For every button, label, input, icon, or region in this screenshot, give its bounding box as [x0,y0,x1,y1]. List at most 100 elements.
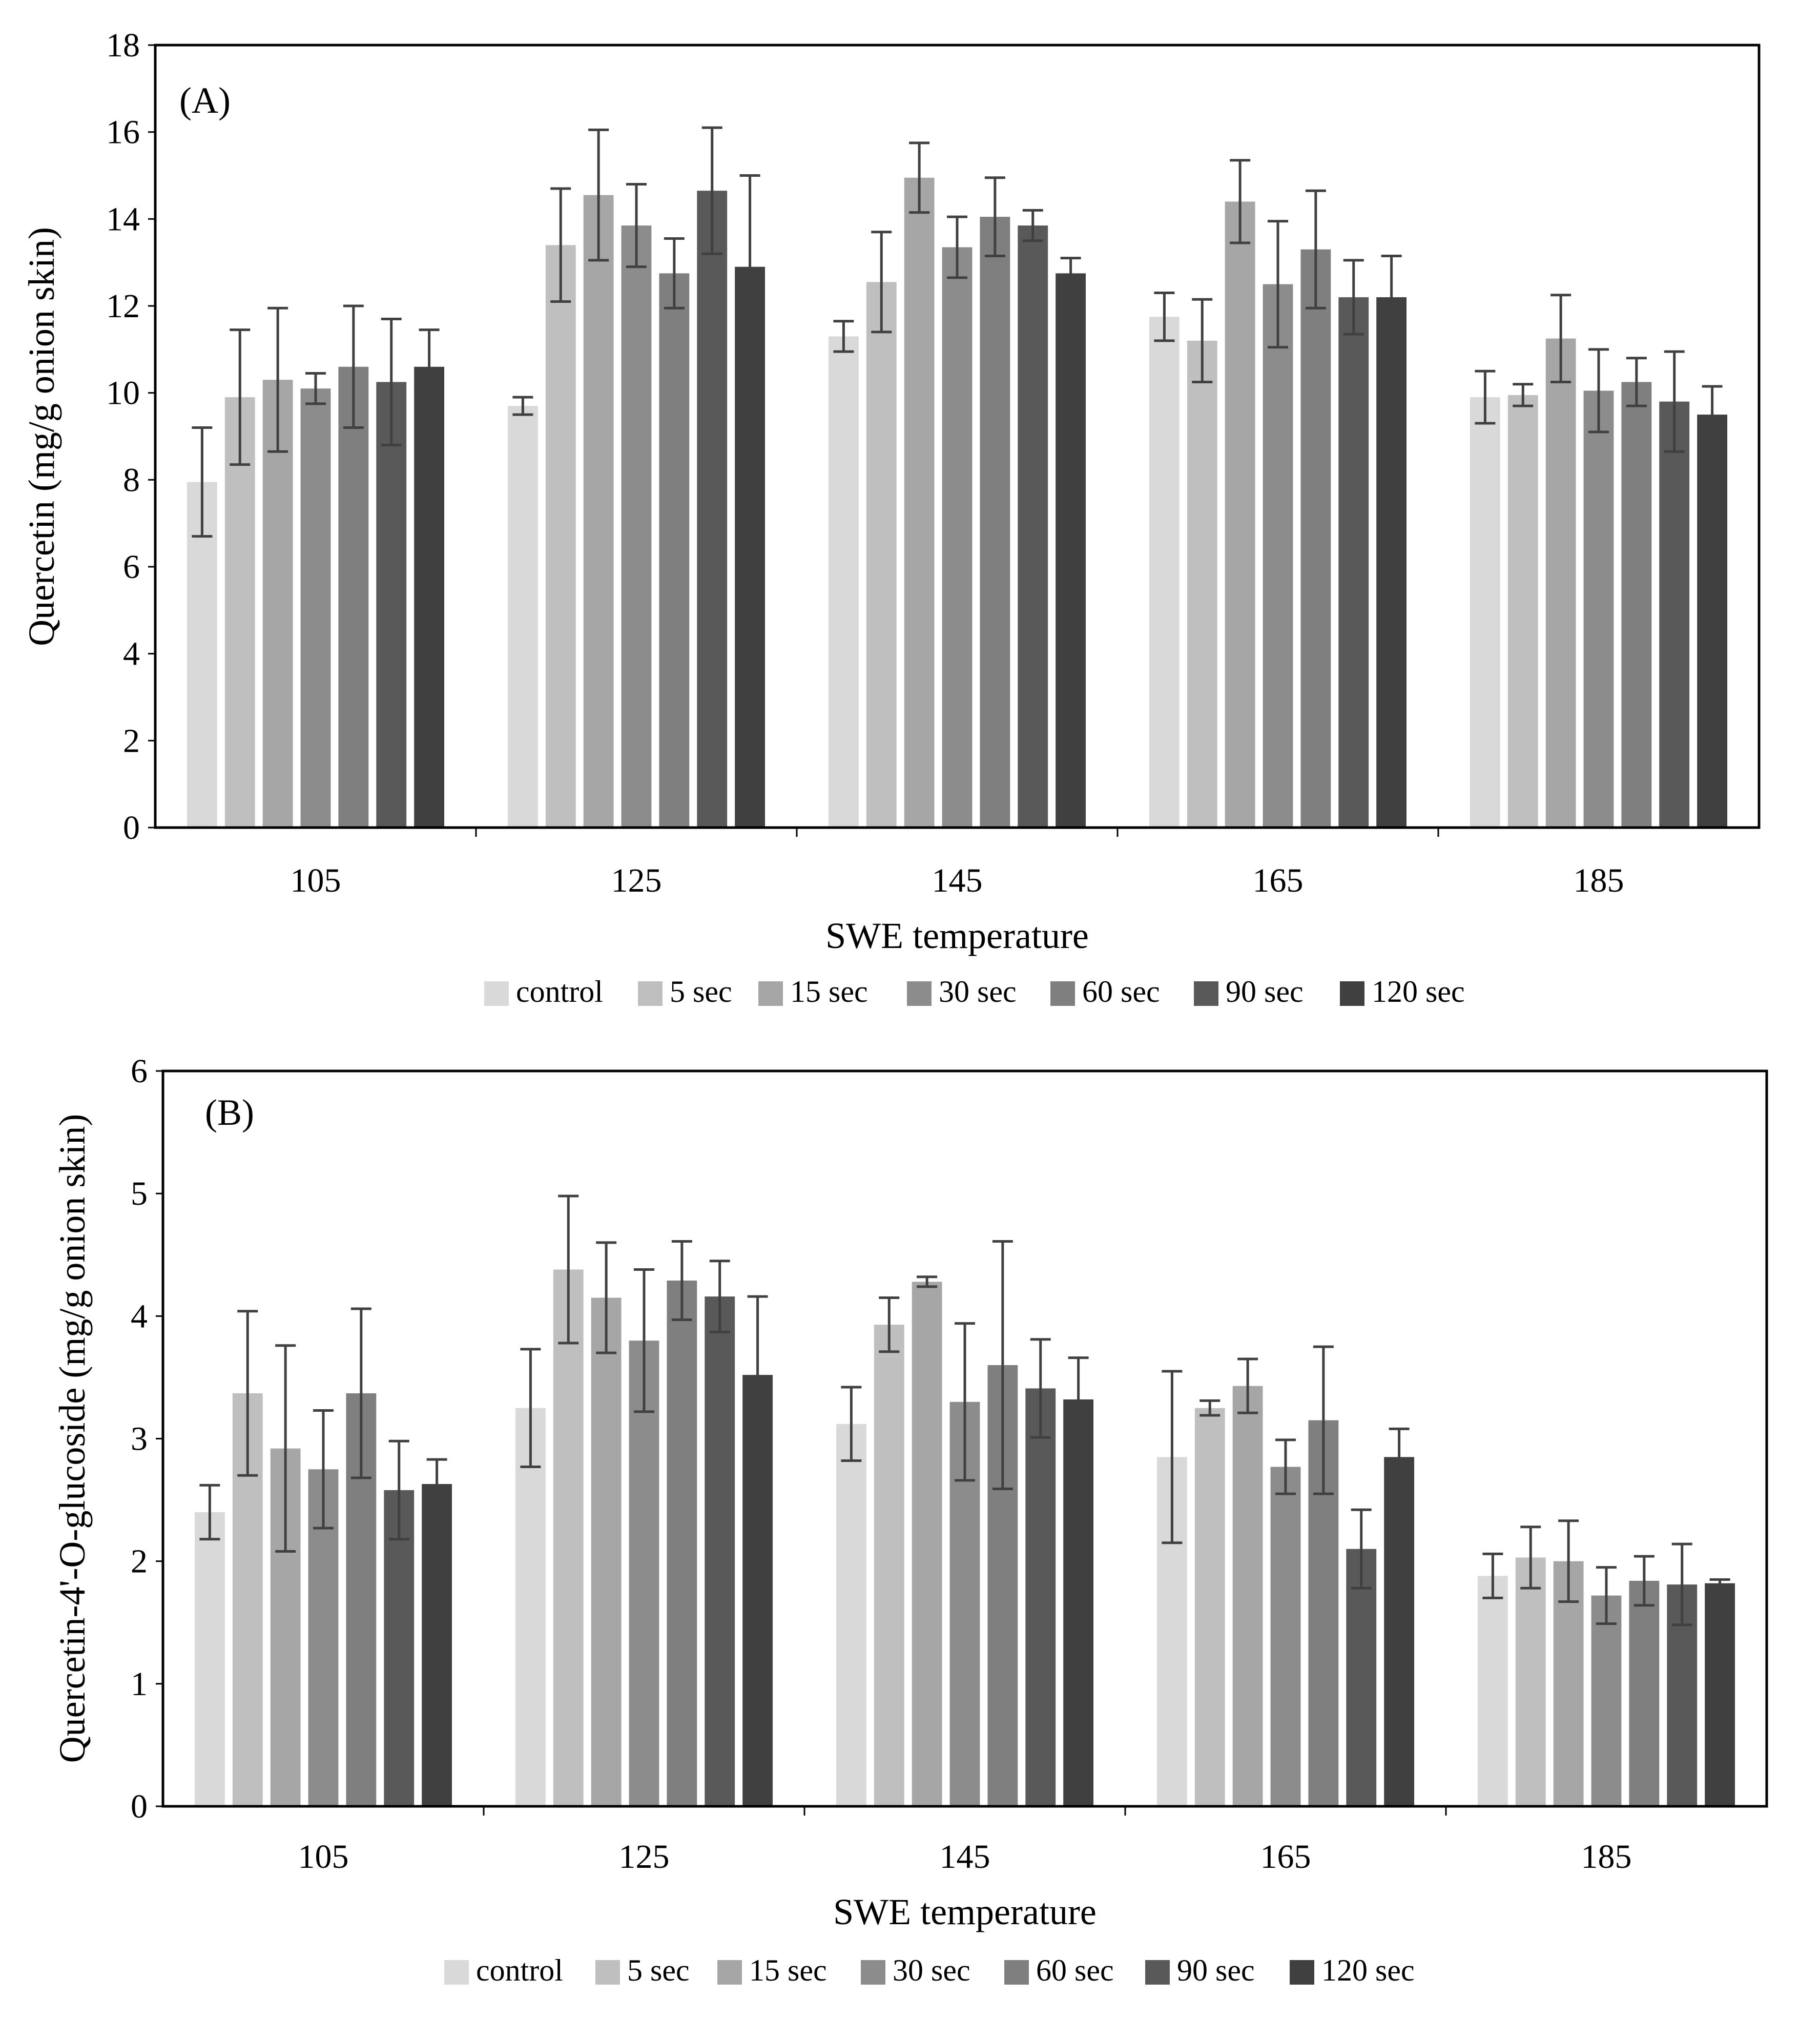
bar-60-sec-125 [659,273,690,828]
bar-120-sec-185 [1697,415,1728,828]
legend-label: 60 sec [1082,975,1160,1008]
bar-120-sec-165 [1384,1457,1415,1806]
bar-90-sec-165 [1338,297,1369,828]
bar-control-105 [194,1512,225,1806]
y-tick-label: 3 [131,1420,148,1458]
y-tick-label: 2 [131,1543,148,1580]
y-tick-label: 4 [131,1297,148,1335]
bar-120-sec-125 [735,266,766,828]
bar-5-sec-165 [1187,340,1217,828]
y-tick-label: 6 [131,1053,148,1090]
legend-swatch-90-sec [1145,1960,1170,1985]
y-tick-label: 0 [123,809,140,847]
legend-label: 5 sec [627,1953,690,1987]
bar-90-sec-185 [1659,401,1690,828]
legend-label: 120 sec [1321,1953,1415,1987]
legend-swatch-90-sec [1194,981,1218,1006]
bar-control-185 [1477,1576,1508,1806]
y-tick-label: 18 [106,27,140,64]
y-tick-label: 8 [123,461,140,499]
y-tick-label: 5 [131,1175,148,1212]
bar-15-sec-125 [583,195,614,828]
legend-swatch-120-sec [1340,981,1364,1006]
legend-swatch-60-sec [1004,1960,1029,1985]
bar-120-sec-165 [1376,297,1407,828]
x-tick-label: 125 [611,862,662,899]
bar-60-sec-105 [338,366,369,828]
y-axis-title: Quercetin (mg/g onion skin) [21,227,62,646]
legend-swatch-15-sec [758,981,783,1006]
bar-90-sec-165 [1346,1549,1377,1806]
x-tick-label: 105 [298,1838,349,1875]
bar-control-185 [1470,397,1500,828]
bar-15-sec-165 [1225,201,1255,828]
y-tick-label: 6 [123,548,140,586]
bar-control-165 [1149,317,1180,828]
bar-15-sec-165 [1232,1386,1263,1806]
plot-area-border [154,44,1761,829]
bar-120-sec-145 [1056,273,1086,828]
x-tick-label: 165 [1260,1838,1311,1875]
legend-swatch-30-sec [907,981,932,1006]
y-tick-label: 0 [131,1788,148,1825]
legend-label: 15 sec [790,975,868,1008]
bar-5-sec-185 [1507,395,1538,828]
bar-90-sec-125 [705,1296,735,1806]
bar-90-sec-145 [1018,225,1048,828]
bar-60-sec-145 [980,217,1010,828]
bar-control-145 [828,336,859,828]
y-axis-title: Quercetin-4'-O-glucoside (mg/g onion ski… [52,1114,93,1763]
bar-60-sec-185 [1621,382,1652,828]
legend-swatch-control [484,981,509,1006]
bar-120-sec-105 [422,1483,452,1806]
legend-swatch-30-sec [861,1960,885,1985]
y-tick-label: 4 [123,635,140,673]
legend-label: 90 sec [1226,975,1304,1008]
bar-30-sec-145 [942,247,973,828]
x-tick-label: 125 [619,1838,670,1875]
y-tick-label: 10 [106,375,140,412]
legend-label: 120 sec [1372,975,1465,1008]
legend-swatch-5-sec [638,981,663,1006]
y-tick-label: 2 [123,722,140,759]
legend-label: 60 sec [1036,1953,1114,1987]
x-tick-label: 145 [932,862,983,899]
y-tick-label: 1 [131,1665,148,1703]
bar-control-125 [507,406,538,828]
panel-label: (B) [205,1092,254,1133]
bar-30-sec-165 [1270,1467,1301,1806]
bar-15-sec-145 [912,1282,942,1806]
bar-30-sec-125 [621,225,652,828]
x-axis-title: SWE temperature [833,1891,1097,1932]
bar-5-sec-165 [1194,1408,1225,1806]
bar-5-sec-125 [545,245,576,828]
x-tick-label: 105 [291,862,341,899]
bar-15-sec-185 [1545,338,1576,828]
bar-30-sec-185 [1583,390,1614,828]
bar-30-sec-185 [1591,1595,1622,1806]
bar-15-sec-145 [904,177,935,828]
bar-90-sec-105 [384,1490,415,1806]
bar-90-sec-145 [1025,1388,1056,1806]
legend-label: control [476,1953,563,1987]
x-tick-label: 185 [1574,862,1624,899]
legend-swatch-120-sec [1290,1960,1314,1985]
panel-a-chart: 0 2 4 6 8 10 12 14 16 18 105 125 145 165 185 (A) SWE tem… [21,27,1761,1008]
legend-label: 30 sec [939,975,1017,1008]
y-tick-label: 12 [106,287,140,325]
legend-swatch-control [444,1960,469,1985]
y-tick-label: 16 [106,114,140,151]
bar-90-sec-105 [376,382,407,828]
x-axis-title: SWE temperature [825,915,1089,956]
bar-120-sec-185 [1705,1583,1735,1806]
legend-label: 15 sec [749,1953,827,1987]
bar-60-sec-125 [667,1280,697,1806]
bar-60-sec-165 [1300,249,1331,828]
bar-5-sec-125 [553,1269,584,1806]
bar-120-sec-145 [1063,1399,1094,1806]
bar-60-sec-185 [1629,1580,1660,1806]
legend-swatch-15-sec [717,1960,742,1985]
bar-5-sec-145 [874,1325,904,1806]
bar-control-145 [836,1424,866,1806]
